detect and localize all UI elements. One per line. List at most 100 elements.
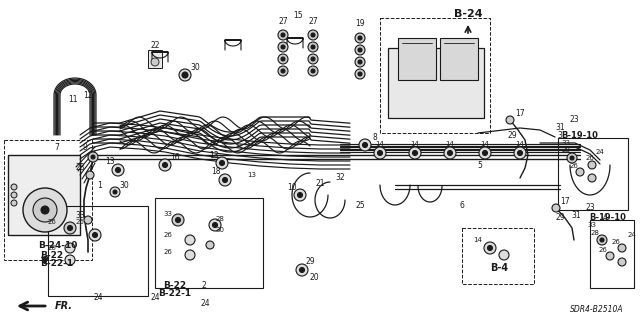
Circle shape	[278, 54, 288, 64]
Text: B-24: B-24	[454, 9, 483, 19]
Circle shape	[444, 147, 456, 159]
Circle shape	[499, 250, 509, 260]
Circle shape	[33, 198, 57, 222]
Text: B-19-10: B-19-10	[561, 130, 598, 139]
Circle shape	[358, 36, 362, 40]
Text: 20: 20	[309, 273, 319, 283]
Circle shape	[570, 156, 574, 160]
Circle shape	[185, 235, 195, 245]
Circle shape	[311, 33, 315, 37]
Text: 14: 14	[445, 141, 454, 147]
Circle shape	[358, 72, 362, 76]
Text: 13: 13	[248, 172, 257, 178]
Text: 14: 14	[516, 141, 524, 147]
Text: 9: 9	[83, 144, 88, 152]
Circle shape	[65, 243, 75, 253]
Circle shape	[113, 190, 117, 194]
Circle shape	[358, 48, 362, 52]
Text: 5: 5	[477, 160, 483, 169]
Circle shape	[409, 147, 421, 159]
Circle shape	[488, 246, 493, 250]
Text: B-24-10: B-24-10	[38, 241, 77, 250]
Text: 21: 21	[316, 179, 324, 188]
Text: SDR4-B2510A: SDR4-B2510A	[570, 306, 623, 315]
Bar	[380, 18, 490, 133]
Circle shape	[374, 147, 386, 159]
Text: 28: 28	[591, 230, 600, 236]
Circle shape	[64, 222, 76, 234]
Text: 33: 33	[561, 140, 570, 146]
Text: 1: 1	[98, 181, 102, 189]
Circle shape	[618, 244, 626, 252]
Circle shape	[355, 45, 365, 55]
Bar	[155, 198, 263, 288]
Circle shape	[89, 229, 101, 241]
Circle shape	[23, 188, 67, 232]
Text: 26: 26	[47, 219, 56, 225]
Circle shape	[112, 164, 124, 176]
Text: 24: 24	[200, 300, 210, 308]
Circle shape	[110, 187, 120, 197]
Circle shape	[281, 69, 285, 73]
Circle shape	[212, 222, 218, 227]
Text: 29: 29	[305, 257, 315, 266]
Text: 6: 6	[460, 201, 465, 210]
Text: 25: 25	[355, 201, 365, 210]
Circle shape	[41, 206, 49, 214]
Circle shape	[600, 238, 604, 242]
Circle shape	[358, 60, 362, 64]
Text: 3: 3	[557, 130, 563, 139]
Circle shape	[206, 241, 214, 249]
Bar	[48, 206, 148, 296]
Text: 33: 33	[163, 211, 173, 217]
Text: 14: 14	[376, 141, 385, 147]
Text: 14: 14	[474, 237, 483, 243]
Text: 26: 26	[598, 247, 607, 253]
Text: B-22-1: B-22-1	[159, 290, 191, 299]
Circle shape	[311, 57, 315, 61]
Circle shape	[308, 54, 318, 64]
Circle shape	[518, 151, 522, 155]
Text: 12: 12	[83, 91, 93, 100]
Circle shape	[479, 147, 491, 159]
Circle shape	[300, 268, 305, 272]
Bar	[148, 50, 162, 68]
Circle shape	[618, 258, 626, 266]
Text: 13: 13	[209, 151, 219, 160]
Bar	[462, 228, 534, 284]
Circle shape	[552, 204, 560, 212]
Circle shape	[11, 192, 17, 198]
Text: 10: 10	[287, 182, 297, 191]
Text: 31: 31	[555, 123, 565, 132]
Text: 15: 15	[293, 11, 303, 20]
Circle shape	[308, 30, 318, 40]
Circle shape	[93, 233, 97, 238]
Text: 17: 17	[560, 197, 570, 206]
Text: 30: 30	[190, 63, 200, 72]
Circle shape	[355, 69, 365, 79]
Bar	[398, 38, 436, 80]
Text: 11: 11	[68, 95, 77, 105]
Text: 32: 32	[335, 174, 345, 182]
Text: 33: 33	[75, 211, 85, 219]
Text: 14: 14	[411, 141, 419, 147]
Text: 24: 24	[628, 232, 636, 238]
Text: 26: 26	[164, 232, 172, 238]
Circle shape	[175, 218, 180, 222]
Circle shape	[281, 57, 285, 61]
Text: 7: 7	[54, 144, 60, 152]
Circle shape	[483, 151, 488, 155]
Bar	[8, 155, 80, 235]
Circle shape	[413, 151, 417, 155]
Circle shape	[209, 219, 221, 231]
Circle shape	[179, 69, 191, 81]
Text: 28: 28	[216, 216, 225, 222]
Circle shape	[514, 147, 526, 159]
Circle shape	[219, 174, 231, 186]
Text: 24: 24	[150, 293, 160, 302]
Text: 27: 27	[308, 18, 318, 26]
Circle shape	[281, 45, 285, 49]
Text: B-22-1: B-22-1	[40, 259, 73, 269]
Text: 26: 26	[586, 155, 595, 161]
Circle shape	[308, 42, 318, 52]
